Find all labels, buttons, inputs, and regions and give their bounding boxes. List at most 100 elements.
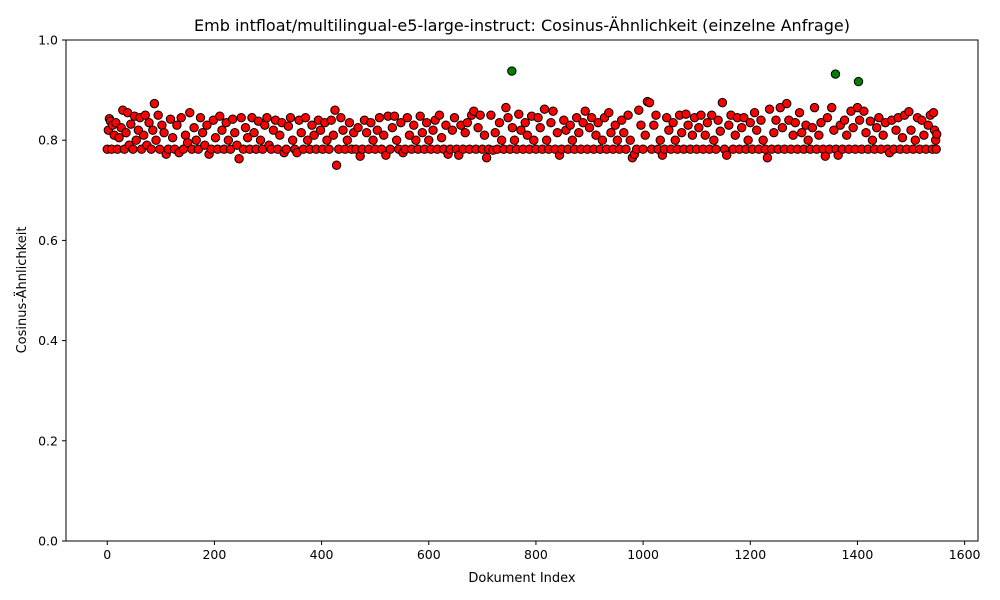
data-point <box>593 117 603 128</box>
data-point <box>165 114 176 124</box>
plot-area-frame <box>65 39 979 542</box>
data-point <box>529 135 539 145</box>
data-point <box>640 130 650 140</box>
data-point <box>771 115 781 125</box>
data-point <box>604 107 614 118</box>
data-point <box>144 117 154 128</box>
data-point <box>255 135 266 145</box>
x-tick-label: 400 <box>310 547 334 562</box>
data-point <box>756 115 766 125</box>
data-point <box>797 127 807 138</box>
data-point <box>619 127 629 138</box>
data-point <box>481 153 492 163</box>
data-point <box>580 106 590 116</box>
data-point <box>584 122 595 133</box>
data-point <box>717 97 728 108</box>
data-point <box>389 111 400 121</box>
x-tick-label: 1400 <box>842 547 874 562</box>
data-point <box>402 112 413 123</box>
data-point <box>366 117 376 128</box>
y-tick-label: 1.0 <box>38 33 58 48</box>
data-point <box>195 112 206 123</box>
data-point <box>574 127 584 138</box>
data-point <box>661 112 672 123</box>
data-point <box>743 135 753 145</box>
data-point <box>548 106 558 116</box>
data-point <box>262 112 272 123</box>
data-point <box>668 117 678 128</box>
data-point <box>189 122 199 133</box>
x-axis-title: Dokument Index <box>468 571 576 586</box>
data-point <box>302 135 313 145</box>
data-point <box>236 112 246 123</box>
data-point <box>814 130 824 140</box>
data-point <box>374 112 385 123</box>
data-point <box>486 110 496 120</box>
data-point <box>507 122 518 133</box>
data-point <box>121 127 131 138</box>
data-point <box>428 125 438 135</box>
x-tick-label: 1200 <box>734 547 766 562</box>
data-point <box>676 127 687 138</box>
data-point <box>859 106 869 116</box>
data-point <box>854 115 865 125</box>
data-point <box>336 112 346 123</box>
x-tick-label: 200 <box>202 547 226 562</box>
data-point <box>151 135 161 145</box>
data-point <box>625 135 635 145</box>
data-point <box>807 122 818 133</box>
data-point <box>552 127 563 138</box>
data-point <box>865 116 875 126</box>
data-point <box>634 105 644 115</box>
data-point <box>809 102 820 113</box>
data-point <box>496 135 507 145</box>
data-point <box>434 110 445 120</box>
data-point <box>616 115 627 125</box>
data-point <box>928 107 939 118</box>
data-point <box>415 111 425 121</box>
data-point <box>736 122 747 133</box>
data-point <box>202 120 212 130</box>
data-point <box>533 112 543 123</box>
data-point <box>315 125 326 135</box>
data-point <box>571 112 582 123</box>
data-point <box>300 112 311 123</box>
data-point <box>230 127 240 138</box>
data-point <box>636 120 646 130</box>
data-point <box>146 144 156 154</box>
data-point <box>176 112 186 123</box>
data-point <box>520 117 530 128</box>
data-point <box>385 144 395 154</box>
x-axis-ticks: 0 200 400 600 800 1000 1200 1400 1600 <box>103 541 981 562</box>
data-point <box>897 132 908 143</box>
data-point <box>307 120 317 130</box>
data-point <box>702 117 713 128</box>
data-point <box>353 122 363 133</box>
data-point <box>610 120 620 130</box>
data-point <box>739 112 749 123</box>
data-point <box>788 130 798 140</box>
data-point <box>182 138 193 148</box>
data-point <box>816 117 826 128</box>
data-point <box>309 130 319 140</box>
data-point <box>197 127 208 138</box>
data-point <box>651 110 661 120</box>
data-point <box>867 135 878 145</box>
data-point <box>172 120 182 130</box>
data-point <box>494 117 505 128</box>
data-point <box>159 127 169 138</box>
data-point <box>441 120 451 130</box>
data-point <box>396 117 406 128</box>
data-point <box>827 102 837 113</box>
data-point <box>326 115 336 125</box>
data-point <box>644 97 655 108</box>
y-tick-label: 0.4 <box>38 333 58 348</box>
data-point <box>906 125 916 135</box>
data-point <box>372 125 383 135</box>
data-point <box>167 132 178 143</box>
data-point <box>700 130 710 140</box>
data-point <box>724 120 734 130</box>
data-point <box>191 135 201 145</box>
data-point <box>227 114 238 124</box>
